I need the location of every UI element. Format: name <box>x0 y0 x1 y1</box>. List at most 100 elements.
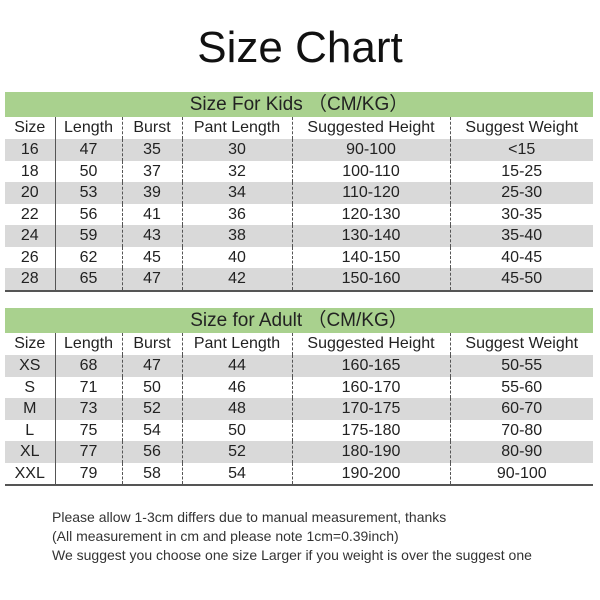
table-row: 22 56 41 36 120-130 30-35 <box>5 203 593 225</box>
table-cell: 55-60 <box>449 376 593 398</box>
note-line: Please allow 1-3cm differs due to manual… <box>52 509 447 525</box>
table-cell: 46 <box>181 376 292 398</box>
table-cell: 45-50 <box>449 268 593 292</box>
table-cell: 73 <box>54 398 122 420</box>
column-header: Suggested Height <box>291 333 450 355</box>
table-row: 20 53 39 34 110-120 25-30 <box>5 182 593 204</box>
table-cell: 130-140 <box>291 225 450 247</box>
table-cell: 43 <box>121 225 182 247</box>
table-cell: 38 <box>181 225 292 247</box>
table-cell: 42 <box>181 268 292 292</box>
table-cell: 62 <box>54 246 122 268</box>
table-cell: 35-40 <box>449 225 593 247</box>
table-cell: 77 <box>54 441 122 463</box>
table-cell: 71 <box>54 376 122 398</box>
column-header: Pant Length <box>181 117 292 139</box>
table-cell: 36 <box>181 203 292 225</box>
table-cell: 41 <box>121 203 182 225</box>
table-cell: 44 <box>181 355 292 377</box>
table-cell: 150-160 <box>291 268 450 292</box>
table-cell: 90-100 <box>449 462 593 486</box>
table-cell: 54 <box>121 419 182 441</box>
table-cell: 45 <box>121 246 182 268</box>
table-cell: M <box>5 398 55 420</box>
table-row: 16 47 35 30 90-100 <15 <box>5 139 593 161</box>
table-cell: 53 <box>54 182 122 204</box>
table-cell: 110-120 <box>291 182 450 204</box>
table-cell: 47 <box>121 355 182 377</box>
header-row: Size Length Burst Pant Length Suggested Heig… <box>5 333 593 355</box>
table-cell: <15 <box>449 139 593 161</box>
table-cell: 15-25 <box>449 160 593 182</box>
table-cell: 90-100 <box>291 139 450 161</box>
column-header: Size <box>14 119 46 136</box>
table-cell: 68 <box>54 355 122 377</box>
table-cell: 20 <box>5 182 55 204</box>
table-cell: 37 <box>121 160 182 182</box>
table-cell: 39 <box>121 182 182 204</box>
column-header: Suggested Height <box>291 117 450 139</box>
table-cell: 24 <box>5 225 55 247</box>
table-cell: 70-80 <box>449 419 593 441</box>
table-cell: 25-30 <box>449 182 593 204</box>
table-row: XS 68 47 44 160-165 50-55 <box>5 355 593 377</box>
table-cell: 28 <box>5 268 55 292</box>
table-cell: XXL <box>5 462 55 486</box>
note-line: (All measurement in cm and please note 1… <box>52 528 399 544</box>
table-row: 18 50 37 32 100-110 15-25 <box>5 160 593 182</box>
table-cell: 30 <box>181 139 292 161</box>
table-cell: 75 <box>54 419 122 441</box>
table-row: 24 59 43 38 130-140 35-40 <box>5 225 593 247</box>
table-cell: 35 <box>121 139 182 161</box>
table-cell: 40 <box>181 246 292 268</box>
table-cell: 170-175 <box>291 398 450 420</box>
table-cell: 32 <box>181 160 292 182</box>
table-row: 28 65 47 42 150-160 45-50 <box>5 268 593 292</box>
table-row: S 71 50 46 160-170 55-60 <box>5 376 593 398</box>
table-cell: 190-200 <box>291 462 450 486</box>
table-cell: 47 <box>121 268 182 292</box>
kids-table-heading: Size For Kids （CM/KG） <box>5 92 593 117</box>
column-header: Length <box>54 117 122 139</box>
table-cell: 79 <box>54 462 122 486</box>
table-cell: 56 <box>54 203 122 225</box>
table-cell: 65 <box>54 268 122 292</box>
column-header: Suggest Weight <box>449 333 593 355</box>
page-title: Size Chart <box>197 23 403 72</box>
table-cell: 54 <box>181 462 292 486</box>
table-row: 26 62 45 40 140-150 40-45 <box>5 246 593 268</box>
column-header: Length <box>54 333 122 355</box>
table-cell: 120-130 <box>291 203 450 225</box>
table-cell: 140-150 <box>291 246 450 268</box>
table-cell: 59 <box>54 225 122 247</box>
table-cell: 48 <box>181 398 292 420</box>
table-cell: 175-180 <box>291 419 450 441</box>
note-line: We suggest you choose one size Larger if… <box>52 547 532 563</box>
column-header: Suggest Weight <box>449 117 593 139</box>
table-cell: 16 <box>5 139 55 161</box>
table-row: XXL 79 58 54 190-200 90-100 <box>5 462 593 486</box>
table-cell: 50 <box>181 419 292 441</box>
table-cell: 56 <box>121 441 182 463</box>
table-cell: 30-35 <box>449 203 593 225</box>
table-cell: 50 <box>121 376 182 398</box>
table-cell: 52 <box>121 398 182 420</box>
table-cell: 22 <box>20 205 39 223</box>
table-cell: S <box>24 378 36 396</box>
column-header: Burst <box>121 333 182 355</box>
table-cell: 100-110 <box>291 160 450 182</box>
column-header: Size <box>14 335 46 352</box>
table-row: XL 77 56 52 180-190 80-90 <box>5 441 593 463</box>
table-cell: 50 <box>54 160 122 182</box>
kids-size-table: Size For Kids （CM/KG） Size Length Burst Pan… <box>5 92 593 292</box>
table-cell: 47 <box>54 139 122 161</box>
table-cell: 160-170 <box>291 376 450 398</box>
table-cell: 58 <box>121 462 182 486</box>
table-cell: 180-190 <box>291 441 450 463</box>
table-row: L 75 54 50 175-180 70-80 <box>5 419 593 441</box>
table-cell: 18 <box>20 162 39 180</box>
table-cell: 52 <box>181 441 292 463</box>
table-cell: XS <box>5 355 55 377</box>
adult-table-heading: Size for Adult （CM/KG） <box>5 308 593 333</box>
table-cell: 40-45 <box>449 246 593 268</box>
